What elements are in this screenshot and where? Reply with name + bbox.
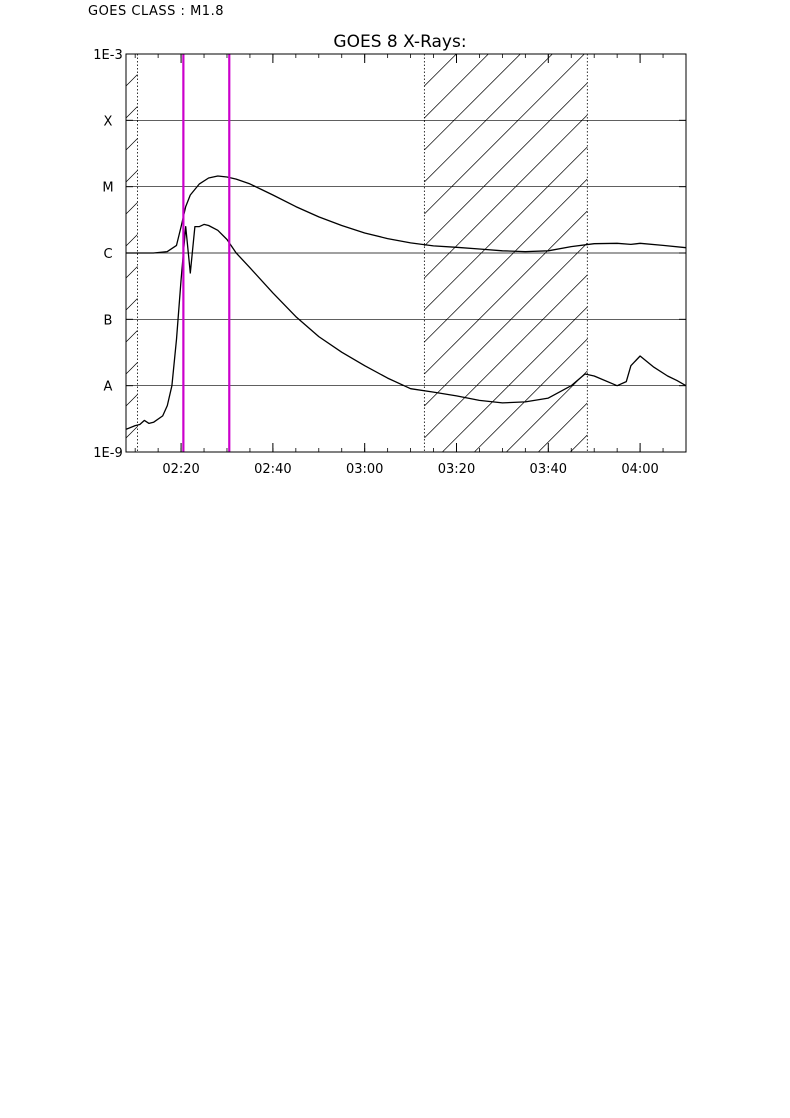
y-tick-label: X <box>104 114 113 129</box>
hatch-line <box>570 434 588 452</box>
hatch-line <box>424 54 457 87</box>
hatch-line <box>126 202 138 215</box>
hatch-line <box>424 242 588 407</box>
hatch-line <box>424 54 553 183</box>
hatch-line <box>506 370 588 452</box>
hatch-line <box>126 74 138 87</box>
shaded-intervals <box>126 54 588 452</box>
hatch-line <box>126 362 138 375</box>
hatch-line <box>424 114 588 279</box>
shaded-interval-1 <box>423 54 588 452</box>
x-tick-label: 04:00 <box>621 462 658 477</box>
hatch-line <box>424 210 588 375</box>
hatch-line <box>126 234 138 247</box>
hatch-line <box>424 178 588 343</box>
flux-curves <box>126 175 686 430</box>
hatch-line <box>424 54 489 119</box>
y-tick-label: 1E-3 <box>93 48 122 63</box>
hatch-line <box>424 274 588 439</box>
grid-lines <box>126 119 686 387</box>
shaded-interval-0 <box>126 54 138 452</box>
hatch-line <box>126 330 138 343</box>
axes: 1E-3 X M C B A 1E-9 02:20 02:40 03:00 03:20 03:40 04… <box>93 48 687 477</box>
y-tick-label: C <box>103 247 112 262</box>
hatch-line <box>126 394 138 407</box>
x-tick-label: 03:20 <box>438 462 475 477</box>
flux-curve-short <box>126 223 686 430</box>
y-tick-label: A <box>104 380 113 395</box>
x-tick-label: 03:00 <box>346 462 383 477</box>
hatch-line <box>424 54 521 151</box>
y-tick-label: M <box>102 181 113 196</box>
goes-class-header: GOES CLASS : M1.8 <box>88 4 224 19</box>
x-tick-label: 02:40 <box>254 462 291 477</box>
goes-class-label: GOES CLASS : <box>88 4 186 19</box>
hatch-line <box>424 146 588 311</box>
flux-curve-long <box>126 175 686 254</box>
hatch-line <box>474 338 588 452</box>
hatch-line <box>538 402 588 452</box>
y-tick-label: B <box>104 313 113 328</box>
goes-class-value: M1.8 <box>190 4 224 19</box>
hatch-line <box>126 106 138 119</box>
hatch-line <box>424 54 585 215</box>
hatch-line <box>442 306 588 452</box>
chart-title: GOES 8 X-Rays: <box>333 32 466 52</box>
hatch-line <box>126 298 138 311</box>
x-tick-label: 02:20 <box>162 462 199 477</box>
hatch-line <box>126 266 138 279</box>
y-tick-label: 1E-9 <box>93 446 122 461</box>
hatch-line <box>126 426 138 439</box>
hatch-line <box>126 170 138 183</box>
hatch-line <box>424 82 588 247</box>
hatch-line <box>126 138 138 151</box>
x-tick-label: 03:40 <box>530 462 567 477</box>
event-markers <box>182 54 231 452</box>
